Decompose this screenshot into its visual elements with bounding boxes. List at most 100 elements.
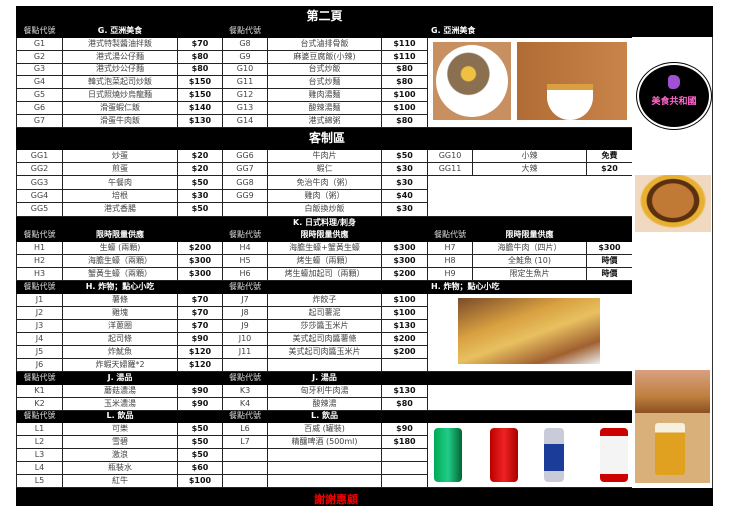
- empty-cell: [427, 383, 633, 411]
- page-title: 第二頁: [267, 6, 382, 25]
- section-title: K. 日式料理/刺身: [267, 215, 382, 230]
- item-name: 雞肉湯麵: [267, 88, 382, 102]
- empty-cell: [222, 357, 268, 372]
- item-name: 台式炒飯: [267, 62, 382, 77]
- item-price: $100: [381, 292, 428, 307]
- item-price: $140: [177, 100, 223, 115]
- empty-cell: [586, 228, 633, 242]
- item-price: $70: [177, 318, 223, 333]
- item-price: $20: [586, 161, 633, 177]
- item-name: 大辣: [472, 161, 587, 177]
- item-price: $100: [381, 100, 428, 115]
- item-name: 烤生蠔加起司（兩顆）: [267, 266, 382, 281]
- fried-rice-photo: [433, 42, 511, 120]
- empty-cell: [381, 6, 633, 25]
- item-name: 港式炒公仔麵: [62, 62, 178, 77]
- item-code: G7: [16, 113, 63, 128]
- burger-photo: [635, 175, 711, 232]
- thank-you-text: 謝謝惠顧: [314, 493, 358, 506]
- item-price: 免費: [586, 148, 633, 163]
- table-row: J3 洋蔥圈 $70 J9 莎莎醬玉米片 $130: [16, 318, 633, 333]
- item-name: 薯條: [62, 292, 178, 307]
- code-header: 餐點代號: [222, 409, 268, 423]
- table-row: L2 雪碧 $50 L7 精釀啤酒 (500ml) $180: [16, 434, 633, 449]
- empty-cell: [381, 228, 428, 242]
- coca-cola-can: [490, 427, 518, 482]
- item-price: $120: [177, 344, 223, 359]
- item-code: G14: [222, 113, 268, 128]
- item-name: 海膽生蠔+蟹黃生蠔: [267, 240, 382, 255]
- fried-chicken-photo: [635, 370, 710, 413]
- item-name: 白飯換炒飯: [267, 202, 382, 217]
- code-header: 餐點代號: [16, 370, 63, 385]
- item-code: GG1: [16, 148, 63, 163]
- item-name: 日式照燒炒烏龍麵: [62, 88, 178, 102]
- item-price: $200: [381, 344, 428, 359]
- item-code: G11: [222, 75, 268, 90]
- item-code: H6: [222, 266, 268, 281]
- custom-section-band: 客制區: [16, 126, 633, 150]
- section-title: L. 飲品: [267, 409, 382, 423]
- item-code: J8: [222, 305, 268, 320]
- item-code: H7: [427, 240, 473, 255]
- plate: [436, 45, 508, 117]
- drinks-photo-cell: [427, 421, 633, 488]
- item-price: $150: [177, 75, 223, 90]
- table-row: J1 薯條 $70 J7 炸餃子 $100: [16, 292, 633, 372]
- item-code: GG6: [222, 148, 268, 163]
- beer-mug: [655, 423, 685, 475]
- item-price: $300: [381, 253, 428, 268]
- empty-cell: [381, 279, 428, 294]
- item-price: $200: [381, 331, 428, 346]
- item-code: J7: [222, 292, 268, 307]
- item-name: 起司條: [62, 331, 178, 346]
- item-price: $100: [381, 305, 428, 320]
- item-name: 美式起司肉醬薯條: [267, 331, 382, 346]
- empty-cell: [222, 460, 268, 475]
- section-title: J. 湯品: [267, 370, 382, 385]
- empty-cell: [222, 447, 268, 462]
- table-row: G6 滑蛋蝦仁飯 $140 G13 酸辣湯麵 $100: [16, 100, 633, 115]
- empty-cell: [177, 409, 223, 423]
- item-code: GG5: [16, 202, 63, 217]
- empty-cell: [267, 279, 382, 294]
- item-code: H9: [427, 266, 473, 281]
- item-price: 時價: [586, 266, 633, 281]
- item-code: G10: [222, 62, 268, 77]
- item-code: J3: [16, 318, 63, 333]
- item-name: 美式起司肉醬玉米片: [267, 344, 382, 359]
- item-price: $180: [381, 434, 428, 449]
- item-code: H2: [16, 253, 63, 268]
- code-header: 餐點代號: [16, 279, 63, 294]
- code-header: 餐點代號: [222, 370, 268, 385]
- header-row: K. 日式料理/刺身: [16, 215, 633, 230]
- header-row: 餐點代號 限時限量供應 餐點代號 限時限量供應 餐點代號 限時限量供應: [16, 228, 633, 242]
- empty-cell: [427, 409, 633, 423]
- item-code: G4: [16, 75, 63, 90]
- item-price: $30: [381, 202, 428, 217]
- empty-cell: [381, 473, 428, 488]
- empty-cell: [16, 6, 268, 25]
- item-price: $100: [381, 88, 428, 102]
- item-price: $100: [177, 473, 223, 488]
- table-row: G1 港式特製醬油拌飯 $70 G8 台式滷排骨飯 $110: [16, 37, 633, 128]
- item-name: 海膽生蠔（兩顆）: [62, 253, 178, 268]
- table-row: J5 炸魷魚 $120 J11 美式起司肉醬玉米片 $200: [16, 344, 633, 359]
- code-header: 餐點代號: [16, 228, 63, 242]
- item-price: $130: [381, 383, 428, 398]
- table-row: J2 雞塊 $70 J8 起司薯泥 $100: [16, 305, 633, 320]
- item-code: H5: [222, 253, 268, 268]
- item-name: 港式特製醬油拌飯: [62, 37, 178, 51]
- item-code: L6: [222, 421, 268, 436]
- table-row: L3 激浪 $50: [16, 447, 633, 462]
- item-name: 炸餃子: [267, 292, 382, 307]
- item-name: 玉米濃湯: [62, 396, 178, 411]
- table-row: H3 蟹黃生蠔（兩顆） $300 H6 烤生蠔加起司（兩顆） $200 H9 限定生魚片 時價: [16, 266, 633, 281]
- empty-cell: [267, 24, 382, 38]
- item-price: $130: [381, 318, 428, 333]
- empty-cell: [177, 24, 223, 38]
- table-row: H1 生蠔 (兩顆) $200 H4 海膽生蠔+蟹黃生蠔 $300 H7 海膽牛肉（四片） $3…: [16, 240, 633, 255]
- empty-cell: [427, 370, 633, 385]
- item-name: 雞肉（粥）: [267, 188, 382, 204]
- empty-cell: [267, 447, 382, 462]
